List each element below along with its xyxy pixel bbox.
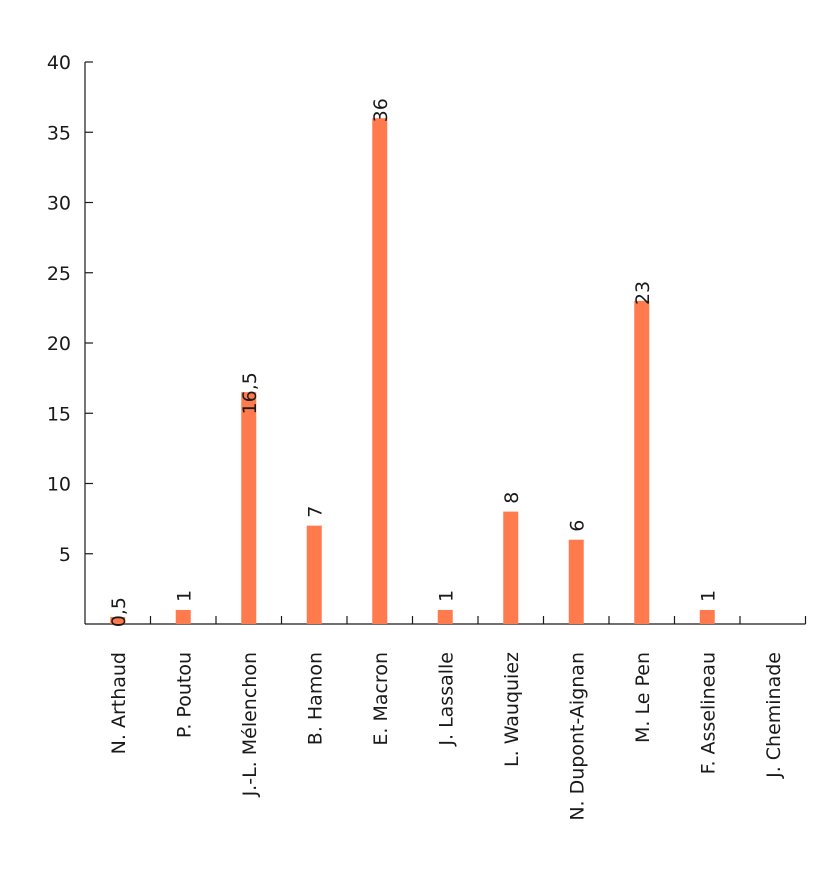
bar [110,616,126,624]
bar [306,525,322,624]
x-tick-label: M. Le Pen [632,652,654,743]
data-label: 1 [173,590,195,602]
bar [372,118,388,624]
data-label: 8 [501,492,523,504]
x-tick-label: J. Lassalle [435,652,457,747]
bar [437,609,453,624]
x-tick-label: N. Dupont-Aignan [566,652,588,821]
y-tick-label: 35 [47,122,71,144]
data-label: 6 [566,520,588,532]
x-tick-label: E. Macron [370,652,392,746]
bar [175,609,191,624]
bar [568,539,584,624]
data-label: 0,5 [108,597,130,627]
x-tick-label: B. Hamon [304,652,326,745]
x-tick-label: F. Asselineau [697,652,719,774]
bar [699,609,715,624]
data-label: 1 [435,590,457,602]
y-tick-label: 30 [47,193,71,215]
y-tick-label: 10 [47,474,71,496]
data-label: 16,5 [239,372,261,414]
x-tick-label: J.-L. Mélenchon [239,652,261,797]
bar [241,392,257,624]
y-tick-label: 15 [47,403,71,425]
y-tick-label: 40 [47,52,71,74]
bar [634,300,650,624]
data-label: 7 [304,506,326,518]
x-tick-label: N. Arthaud [108,652,130,754]
data-label: 1 [697,590,719,602]
data-label: 23 [632,281,654,305]
x-tick-label: L. Wauquiez [501,652,523,767]
data-label: 36 [370,98,392,122]
y-tick-label: 5 [59,544,71,566]
y-tick-label: 20 [47,333,71,355]
y-tick-label: 25 [47,263,71,285]
bar [503,511,519,624]
x-tick-label: P. Poutou [173,652,195,738]
x-tick-label: J. Cheminade [763,652,785,779]
